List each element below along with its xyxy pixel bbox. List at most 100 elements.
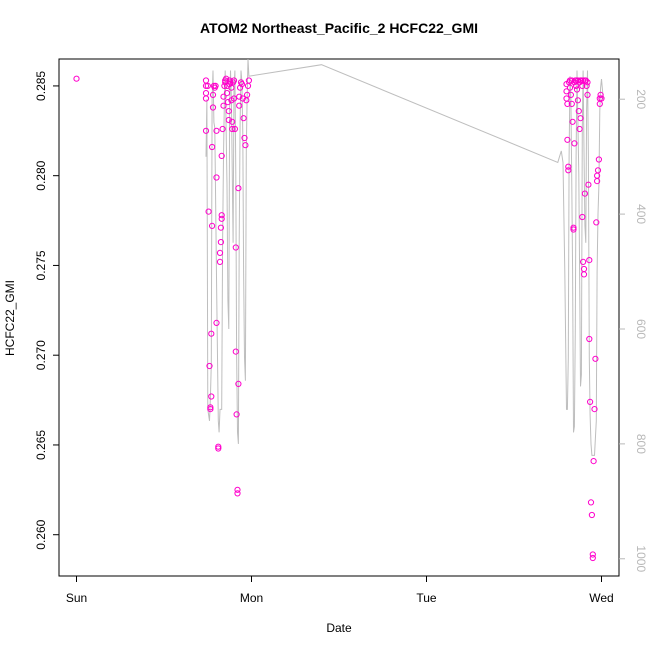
y-tick-label: 0.270 (34, 340, 48, 370)
data-point (573, 77, 580, 84)
right-tick-label: 400 (634, 204, 648, 224)
data-point (567, 91, 575, 99)
data-points (73, 75, 605, 562)
data-point (245, 77, 252, 84)
data-point (592, 355, 599, 362)
data-point (219, 125, 226, 133)
data-point (593, 219, 600, 226)
pressure-line (205, 58, 604, 456)
data-point (218, 212, 225, 219)
data-point (579, 213, 586, 221)
data-point (209, 222, 216, 229)
data-point (213, 319, 220, 326)
data-point (563, 88, 570, 95)
data-point (213, 174, 220, 181)
data-point (241, 134, 248, 142)
data-point (209, 143, 216, 151)
data-point (207, 404, 214, 411)
data-point (234, 486, 241, 493)
x-axis-label: Date (326, 621, 352, 635)
data-point (212, 82, 219, 90)
data-point (218, 215, 225, 222)
pressure-line-path (205, 58, 604, 456)
data-point (586, 335, 593, 343)
data-point (235, 380, 242, 387)
data-point (564, 136, 571, 143)
data-point (595, 156, 603, 163)
data-point (581, 190, 589, 197)
data-point (202, 127, 210, 134)
data-point (564, 100, 571, 108)
y-tick-label: 0.280 (34, 160, 48, 190)
data-point (217, 224, 224, 231)
x-tick-label: Sun (66, 591, 87, 605)
data-point (236, 93, 243, 100)
data-point (209, 91, 217, 99)
data-point (230, 77, 238, 84)
data-point (587, 398, 594, 405)
data-point (215, 445, 222, 452)
data-point (594, 167, 602, 174)
data-point (232, 244, 239, 251)
data-point (588, 511, 596, 519)
data-point (566, 84, 574, 91)
data-point (204, 82, 211, 90)
data-point (205, 208, 212, 215)
data-point (233, 411, 240, 418)
data-point (231, 125, 238, 133)
data-point (225, 108, 232, 115)
data-point (206, 362, 213, 370)
data-point (220, 102, 227, 109)
data-point (590, 458, 597, 465)
data-point (568, 100, 575, 108)
data-point (574, 97, 582, 104)
data-point (223, 90, 231, 97)
right-tick-label: 600 (634, 319, 648, 339)
data-point (240, 115, 247, 122)
data-point (216, 249, 224, 256)
data-point (242, 142, 249, 149)
data-point (565, 167, 572, 174)
right-tick-label: 800 (634, 434, 648, 454)
data-point (230, 95, 238, 102)
data-point (218, 152, 225, 159)
data-point (573, 86, 581, 93)
data-point (569, 118, 576, 125)
x-tick-label: Tue (416, 591, 437, 605)
data-point (235, 185, 242, 192)
data-point (596, 95, 603, 102)
data-point (589, 554, 596, 562)
data-point (571, 140, 578, 147)
data-point (224, 99, 231, 106)
data-point (597, 91, 604, 99)
chart-title: ATOM2 Northeast_Pacific_2 HCFC22_GMI (200, 20, 478, 36)
data-point (239, 95, 246, 102)
y-axis: 0.260 0.265 0.270 0.275 0.280 0.285 (34, 71, 59, 550)
data-point (229, 125, 236, 133)
data-point (202, 82, 210, 90)
data-point (585, 181, 592, 188)
data-point (584, 91, 591, 99)
data-point (580, 271, 588, 278)
data-point (215, 443, 222, 450)
data-point (213, 127, 220, 134)
data-point (584, 79, 591, 86)
data-point (217, 239, 224, 246)
data-point (580, 258, 587, 265)
data-point (228, 84, 235, 91)
data-point (208, 393, 215, 400)
data-point (586, 257, 593, 264)
data-point (208, 330, 215, 337)
x-tick-label: Wed (589, 591, 613, 605)
data-point (591, 406, 598, 413)
y-tick-label: 0.285 (34, 71, 48, 101)
data-point (223, 75, 230, 82)
data-point (577, 115, 584, 122)
right-axis: 200 400 600 800 1000 (619, 89, 648, 572)
data-point (232, 348, 239, 355)
data-point (598, 95, 605, 102)
data-point (577, 77, 584, 84)
data-point (570, 226, 577, 233)
